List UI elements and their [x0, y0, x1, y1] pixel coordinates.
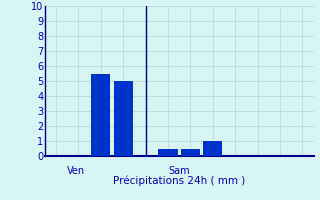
Bar — [91, 73, 110, 156]
Text: Sam: Sam — [168, 166, 190, 177]
Text: Ven: Ven — [67, 166, 85, 177]
Bar — [203, 141, 222, 156]
Bar — [158, 148, 178, 156]
Bar — [181, 148, 200, 156]
X-axis label: Précipitations 24h ( mm ): Précipitations 24h ( mm ) — [113, 175, 245, 186]
Bar — [114, 81, 133, 156]
